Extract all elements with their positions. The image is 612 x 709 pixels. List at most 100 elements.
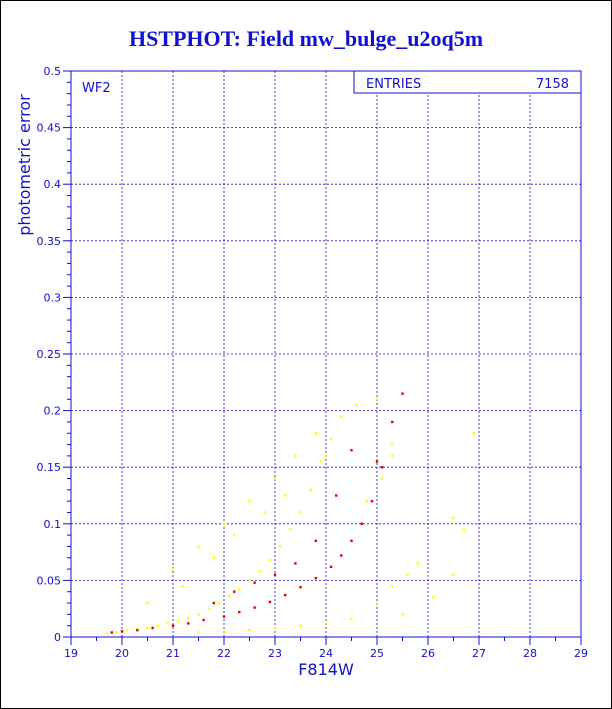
data-point-yellow xyxy=(278,545,282,548)
data-point-yellow xyxy=(176,619,180,623)
data-point-yellow xyxy=(273,477,277,480)
data-point-red xyxy=(329,565,333,569)
x-tick-label: 25 xyxy=(370,647,384,660)
y-tick-label: 0.4 xyxy=(44,178,62,191)
data-point-red xyxy=(314,539,317,542)
y-tick-label: 0.25 xyxy=(37,348,62,361)
data-point-red xyxy=(350,449,353,452)
panel-label: WF2 xyxy=(82,81,111,96)
data-point-yellow xyxy=(355,403,358,407)
x-tick-label: 22 xyxy=(217,647,231,660)
data-point-yellow xyxy=(391,584,394,588)
data-point-yellow xyxy=(125,629,129,632)
data-point-yellow xyxy=(299,511,302,514)
y-axis-label: photometric error xyxy=(15,94,34,236)
x-tick-label: 28 xyxy=(523,647,537,660)
x-axis-label: F814W xyxy=(298,660,354,679)
data-point-yellow xyxy=(263,511,266,514)
stats-box: ENTRIES 7158 xyxy=(353,70,582,94)
data-point-yellow xyxy=(248,499,251,503)
data-point-yellow xyxy=(324,454,328,458)
data-point-yellow xyxy=(391,454,394,458)
data-point-yellow xyxy=(238,588,241,591)
data-point-yellow xyxy=(227,595,231,598)
data-point-yellow xyxy=(340,415,343,418)
x-tick-label: 26 xyxy=(421,647,435,660)
data-point-yellow xyxy=(391,443,394,446)
data-point-red xyxy=(360,522,363,525)
data-point-red xyxy=(380,466,384,469)
data-point-yellow xyxy=(222,630,226,633)
data-point-yellow xyxy=(365,499,368,503)
data-point-red xyxy=(253,581,256,584)
data-point-yellow xyxy=(375,601,379,605)
data-point-yellow xyxy=(380,477,384,480)
grid-lines xyxy=(71,71,581,637)
data-point-yellow xyxy=(452,516,455,520)
data-point-red xyxy=(136,629,139,632)
data-point-red xyxy=(375,460,379,463)
data-point-yellow xyxy=(156,624,159,627)
x-tick-label: 23 xyxy=(268,647,282,660)
data-point-yellow xyxy=(248,629,251,632)
data-point-yellow xyxy=(431,596,435,599)
data-point-red xyxy=(401,392,404,395)
data-point-yellow xyxy=(115,631,119,634)
data-point-yellow xyxy=(166,622,170,625)
data-point-yellow xyxy=(350,617,353,621)
data-point-red xyxy=(202,618,205,622)
y-tick-label: 0.45 xyxy=(37,122,62,135)
x-tick-label: 19 xyxy=(64,647,78,660)
data-point-yellow xyxy=(248,579,251,582)
data-point-red xyxy=(273,573,277,576)
x-tick-label: 21 xyxy=(166,647,180,660)
data-point-yellow xyxy=(284,494,287,497)
data-point-yellow xyxy=(375,398,379,401)
data-point-yellow xyxy=(319,460,323,463)
y-tick-label: 0.05 xyxy=(37,574,62,587)
data-point-red xyxy=(294,562,297,565)
data-point-yellow xyxy=(197,613,200,616)
data-point-yellow xyxy=(197,545,200,548)
data-point-yellow xyxy=(233,533,236,537)
data-point-yellow xyxy=(299,624,302,627)
data-point-red xyxy=(212,601,215,605)
data-point-red xyxy=(238,610,241,614)
data-point-yellow xyxy=(187,616,190,619)
x-tick-label: 27 xyxy=(472,647,486,660)
data-point-yellow xyxy=(197,631,200,634)
data-point-yellow xyxy=(182,584,185,588)
x-tick-labels: 19 20 21 22 23 24 25 26 27 28 29 xyxy=(64,647,588,660)
y-tick-label: 0.1 xyxy=(44,518,62,531)
data-point-yellow xyxy=(452,573,455,576)
data-point-red xyxy=(268,600,272,604)
data-point-yellow xyxy=(258,570,261,573)
data-point-red xyxy=(350,539,353,542)
data-point-red xyxy=(370,499,374,503)
x-tick-label: 20 xyxy=(115,647,129,660)
data-point-yellow xyxy=(309,488,312,492)
data-point-red xyxy=(314,576,317,580)
data-point-red xyxy=(233,590,236,593)
stats-entries-value: 7158 xyxy=(536,77,569,92)
data-point-yellow xyxy=(207,607,210,610)
data-point-red xyxy=(171,624,175,627)
y-tick-label: 0.5 xyxy=(44,65,62,78)
data-point-yellow xyxy=(105,632,108,635)
data-point-red xyxy=(335,494,338,497)
data-point-red xyxy=(120,630,124,633)
y-tick-label: 0.35 xyxy=(37,235,62,248)
chart-title: HSTPHOT: Field mw_bulge_u2oq5m xyxy=(128,26,484,51)
y-tick-label: 0 xyxy=(54,631,61,644)
data-point-yellow xyxy=(146,601,149,605)
data-point-yellow xyxy=(472,432,476,435)
data-point-yellow xyxy=(212,556,215,559)
data-point-red xyxy=(391,420,394,424)
data-point-yellow xyxy=(289,528,292,531)
data-point-red xyxy=(340,554,343,557)
data-point-yellow xyxy=(268,558,272,562)
data-point-yellow xyxy=(171,567,175,571)
stats-box-frame xyxy=(353,70,582,94)
data-point-red xyxy=(253,606,256,609)
